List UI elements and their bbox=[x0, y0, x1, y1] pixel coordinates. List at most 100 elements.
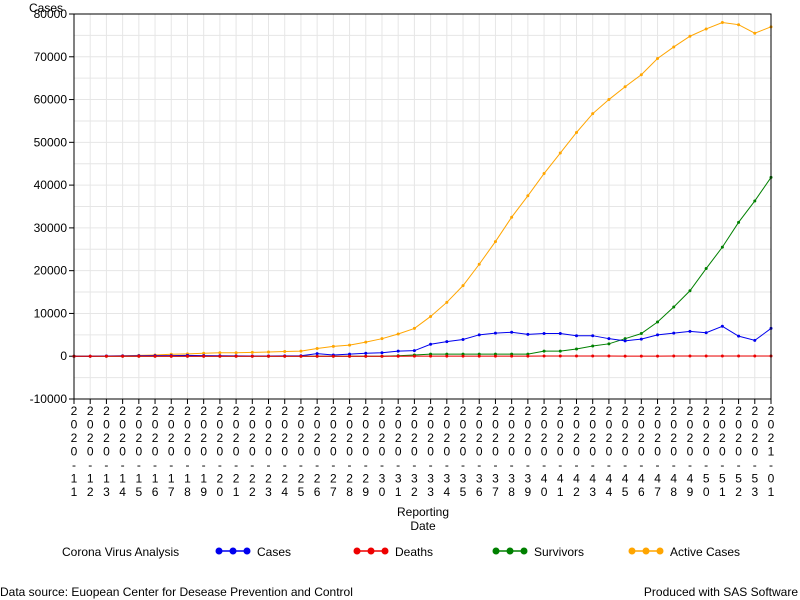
x-tick-label: 2 0 2 0 -3 2 bbox=[411, 404, 418, 499]
data-point-deaths bbox=[753, 354, 757, 358]
data-point-deaths bbox=[315, 354, 319, 358]
x-tick-label: 2 0 2 0 -1 2 bbox=[87, 404, 94, 499]
x-tick-label: 2 0 2 0 -1 8 bbox=[184, 404, 191, 499]
data-point-active-cases bbox=[493, 240, 497, 244]
data-point-active-cases bbox=[737, 23, 741, 27]
x-tick-label: 2 0 2 0 -1 3 bbox=[103, 404, 110, 499]
data-point-cases bbox=[574, 334, 578, 338]
line-chart: Cases -10000 0 10000 20000 30000 40000 50000 60… bbox=[29, 1, 775, 533]
data-point-deaths bbox=[218, 354, 222, 358]
data-point-cases bbox=[315, 352, 319, 356]
x-tick-label: 2 0 2 0 -1 1 bbox=[71, 404, 78, 499]
y-tick-label: 10000 bbox=[34, 306, 68, 320]
y-axis-ticks: -10000 0 10000 20000 30000 40000 50000 60000 700… bbox=[30, 7, 74, 406]
plot-frame bbox=[73, 13, 772, 400]
data-point-active-cases bbox=[299, 349, 303, 353]
data-point-cases bbox=[461, 338, 465, 342]
data-point-cases bbox=[477, 333, 481, 337]
data-point-deaths bbox=[429, 354, 433, 358]
data-point-deaths bbox=[737, 354, 741, 358]
data-point-cases bbox=[445, 340, 449, 344]
x-tick-label: 2 0 2 0 -2 4 bbox=[281, 404, 288, 499]
x-tick-label: 2 0 2 0 -2 1 bbox=[233, 404, 240, 499]
data-point-survivors bbox=[720, 245, 724, 249]
data-point-active-cases bbox=[461, 284, 465, 288]
data-point-deaths bbox=[461, 354, 465, 358]
data-point-active-cases bbox=[623, 85, 627, 89]
data-point-deaths bbox=[396, 354, 400, 358]
x-tick-label: 2 0 2 0 -1 5 bbox=[135, 404, 142, 499]
data-point-active-cases bbox=[656, 56, 660, 60]
data-point-deaths bbox=[283, 354, 287, 358]
y-tick-label: 0 bbox=[60, 349, 67, 363]
y-tick-label: 60000 bbox=[34, 93, 68, 107]
x-tick-label: 2 0 2 0 -4 7 bbox=[654, 404, 661, 499]
x-tick-label: 2 0 2 0 -3 4 bbox=[443, 404, 450, 499]
legend-marker-active-cases bbox=[628, 547, 664, 555]
data-point-deaths bbox=[656, 354, 660, 358]
data-point-survivors bbox=[753, 199, 757, 203]
data-point-cases bbox=[720, 324, 724, 328]
series-lines bbox=[72, 21, 773, 358]
x-tick-label: 2 0 2 0 -2 9 bbox=[362, 404, 369, 499]
data-point-cases bbox=[656, 333, 660, 337]
data-point-deaths bbox=[380, 354, 384, 358]
data-point-active-cases bbox=[574, 130, 578, 134]
legend-marker-deaths bbox=[353, 547, 389, 555]
data-point-active-cases bbox=[202, 351, 206, 355]
y-tick-label: -10000 bbox=[30, 392, 68, 406]
data-point-active-cases bbox=[704, 27, 708, 31]
data-point-cases bbox=[526, 332, 530, 336]
data-point-cases bbox=[412, 349, 416, 353]
data-point-active-cases bbox=[331, 344, 335, 348]
data-point-survivors bbox=[737, 220, 741, 224]
x-tick-label: 2 0 2 0 -1 7 bbox=[168, 404, 175, 499]
data-point-active-cases bbox=[250, 350, 254, 354]
x-tick-label: 2 0 2 1 -0 1 bbox=[768, 404, 775, 499]
x-tick-label: 2 0 2 0 -3 0 bbox=[379, 404, 386, 499]
data-point-deaths bbox=[412, 354, 416, 358]
grid bbox=[73, 13, 772, 400]
data-point-deaths bbox=[299, 354, 303, 358]
x-tick-label: 2 0 2 0 -2 8 bbox=[346, 404, 353, 499]
data-point-cases bbox=[737, 334, 741, 338]
x-tick-label: 2 0 2 0 -2 6 bbox=[314, 404, 321, 499]
data-point-deaths bbox=[202, 354, 206, 358]
data-point-cases bbox=[704, 331, 708, 335]
data-point-active-cases bbox=[477, 262, 481, 266]
data-point-cases bbox=[623, 339, 627, 343]
data-point-survivors bbox=[607, 342, 611, 346]
y-tick-label: 30000 bbox=[34, 221, 68, 235]
data-point-deaths bbox=[477, 354, 481, 358]
data-point-cases bbox=[542, 332, 546, 336]
data-point-active-cases bbox=[380, 337, 384, 341]
data-point-deaths bbox=[445, 354, 449, 358]
series-line-cases bbox=[74, 325, 772, 357]
y-tick-label: 40000 bbox=[34, 178, 68, 192]
x-tick-label: 2 0 2 0 -3 9 bbox=[525, 404, 532, 499]
data-point-cases bbox=[429, 342, 433, 346]
x-tick-label: 2 0 2 0 -2 2 bbox=[249, 404, 256, 499]
data-point-active-cases bbox=[607, 98, 611, 102]
x-tick-label: 2 0 2 0 -2 5 bbox=[298, 404, 305, 499]
x-tick-label: 2 0 2 0 -3 3 bbox=[427, 404, 434, 499]
x-tick-label: 2 0 2 0 -3 6 bbox=[476, 404, 483, 499]
data-point-survivors bbox=[574, 347, 578, 351]
data-point-deaths bbox=[153, 354, 157, 358]
data-point-cases bbox=[348, 352, 352, 356]
data-point-deaths bbox=[250, 354, 254, 358]
data-point-cases bbox=[396, 349, 400, 353]
legend-label-deaths: Deaths bbox=[395, 545, 434, 559]
data-point-survivors bbox=[639, 332, 643, 336]
data-point-active-cases bbox=[364, 340, 368, 344]
data-point-active-cases bbox=[639, 73, 643, 77]
legend-label-survivors: Survivors bbox=[534, 545, 585, 559]
data-point-active-cases bbox=[688, 34, 692, 38]
legend-title: Corona Virus Analysis bbox=[62, 545, 180, 559]
data-point-active-cases bbox=[753, 31, 757, 35]
software-footnote: Produced with SAS Software bbox=[643, 585, 798, 599]
data-point-active-cases bbox=[526, 194, 530, 198]
data-source-footnote: Data source: Euopean Center for Desease … bbox=[0, 585, 353, 599]
x-tick-label: 2 0 2 0 -4 0 bbox=[541, 404, 548, 499]
x-tick-label: 2 0 2 0 -4 1 bbox=[557, 404, 564, 499]
